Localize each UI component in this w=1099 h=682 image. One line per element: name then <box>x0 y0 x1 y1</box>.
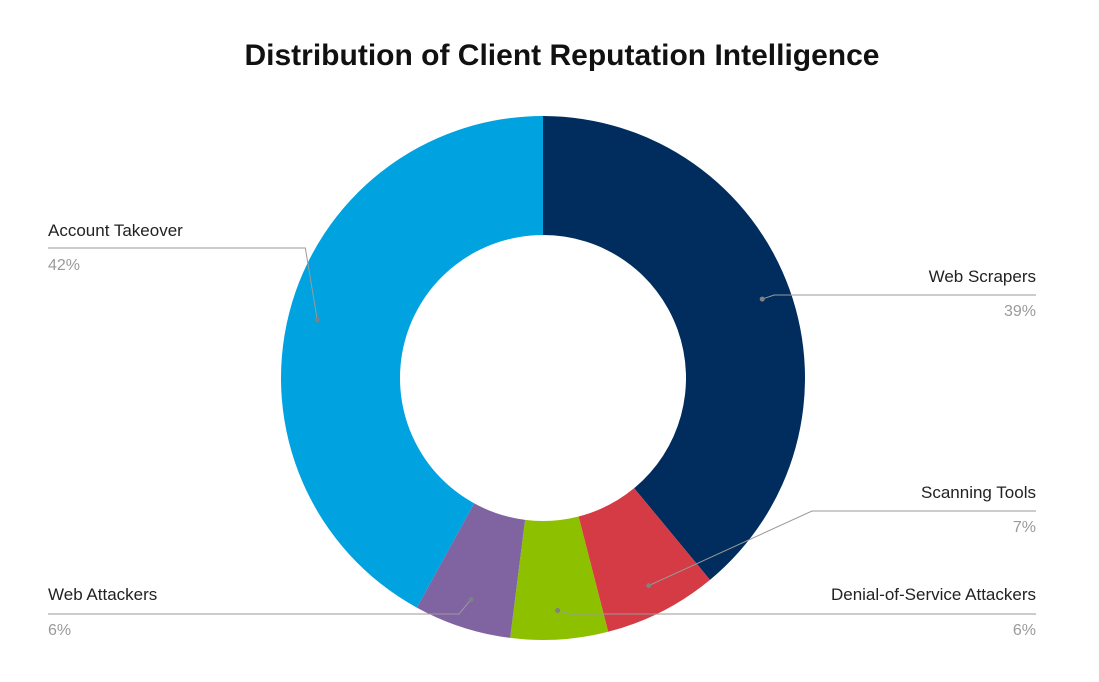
value-web-scrapers: 39% <box>1004 303 1036 320</box>
leader-line-denial-of-service-attackers <box>557 610 1036 615</box>
slice-denial-of-service-attackers <box>510 516 609 641</box>
leader-line-scanning-tools <box>648 510 1036 587</box>
leader-dot-denial-of-service-attackers <box>555 608 561 614</box>
chart-title: Distribution of Client Reputation Intell… <box>245 39 880 72</box>
slice-labels: Web Scrapers 39% Scanning Tools 7% Denial-of… <box>48 221 1036 639</box>
label-account-takeover: Account Takeover <box>48 221 183 240</box>
leader-line-web-scrapers <box>762 294 1036 300</box>
leader-dot-account-takeover <box>314 317 320 323</box>
label-scanning-tools: Scanning Tools <box>921 483 1036 502</box>
leader-dot-web-attackers <box>468 597 474 603</box>
label-web-attackers: Web Attackers <box>48 585 157 604</box>
slice-scanning-tools <box>578 488 711 632</box>
value-web-attackers: 6% <box>48 622 71 639</box>
value-account-takeover: 42% <box>48 257 80 274</box>
label-web-scrapers: Web Scrapers <box>929 267 1036 286</box>
value-denial-of-service-attackers: 6% <box>1013 622 1036 639</box>
leader-dot-web-scrapers <box>759 296 765 302</box>
leader-lines <box>48 247 1036 615</box>
slice-account-takeover <box>281 116 543 608</box>
slice-web-scrapers <box>543 116 805 580</box>
label-denial-of-service-attackers: Denial-of-Service Attackers <box>831 585 1036 604</box>
leader-line-web-attackers <box>48 599 472 615</box>
leader-dot-scanning-tools <box>646 583 652 589</box>
value-scanning-tools: 7% <box>1013 519 1036 536</box>
leader-line-account-takeover <box>48 247 318 321</box>
slice-web-attackers <box>416 503 526 638</box>
donut-slices <box>281 116 805 641</box>
